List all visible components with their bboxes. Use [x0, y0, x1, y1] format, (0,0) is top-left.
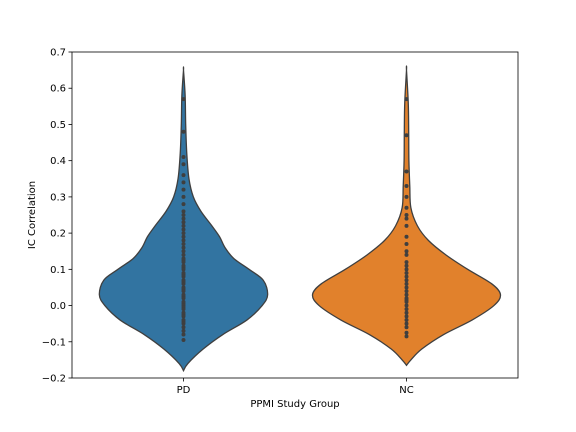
data-point-pd — [181, 187, 186, 192]
data-point-pd — [181, 129, 186, 134]
data-point-pd — [181, 328, 186, 333]
data-point-pd — [181, 227, 186, 232]
x-tick-label-nc: NC — [399, 385, 413, 396]
data-point-pd — [181, 292, 186, 297]
data-point-nc — [404, 334, 409, 339]
plot-area — [98, 65, 502, 373]
y-tick-label: 0.0 — [50, 301, 66, 312]
data-point-nc — [404, 205, 409, 210]
data-point-pd — [181, 234, 186, 239]
y-tick-label: −0.1 — [42, 337, 66, 348]
data-point-nc — [404, 321, 409, 326]
data-point-pd — [181, 245, 186, 250]
data-point-pd — [181, 310, 186, 315]
y-tick-label: 0.6 — [50, 84, 66, 95]
data-point-pd — [181, 249, 186, 254]
y-tick-label: 0.3 — [50, 192, 66, 203]
y-axis-title: IC Correlation — [27, 181, 38, 249]
y-tick-label: 0.1 — [50, 265, 66, 276]
data-point-nc — [404, 292, 409, 297]
data-point-pd — [181, 256, 186, 261]
data-point-pd — [181, 241, 186, 246]
data-point-nc — [404, 252, 409, 257]
data-point-nc — [404, 296, 409, 301]
data-point-nc — [404, 289, 409, 294]
data-point-nc — [404, 318, 409, 323]
data-point-pd — [181, 285, 186, 290]
data-point-nc — [404, 330, 409, 335]
data-point-pd — [181, 180, 186, 185]
data-point-pd — [181, 318, 186, 323]
data-point-nc — [404, 194, 409, 199]
axes: −0.2 −0.1 0.0 0.1 0.2 0.3 0.4 0.5 0.6 0.7 PD NC — [42, 48, 519, 396]
data-point-nc — [404, 267, 409, 272]
data-point-nc — [404, 325, 409, 330]
plot-frame — [71, 51, 519, 379]
y-tick-label: 0.7 — [50, 48, 66, 59]
data-point-nc — [404, 169, 409, 174]
data-point-nc — [404, 133, 409, 138]
data-point-nc — [404, 234, 409, 239]
data-point-nc — [404, 249, 409, 254]
data-point-pd — [181, 173, 186, 178]
data-point-pd — [181, 220, 186, 225]
data-point-nc — [404, 213, 409, 217]
data-point-nc — [404, 303, 409, 308]
data-point-pd — [181, 97, 186, 102]
data-point-pd — [181, 299, 186, 304]
data-point-pd — [181, 223, 186, 228]
y-tick-label: 0.5 — [50, 120, 66, 131]
data-point-nc — [404, 263, 409, 268]
x-axis-title: PPMI Study Group — [250, 399, 339, 410]
data-point-nc — [404, 260, 409, 265]
y-tick-label: 0.4 — [50, 156, 66, 167]
data-point-pd — [181, 202, 186, 207]
data-point-pd — [181, 337, 186, 342]
data-point-pd — [181, 155, 186, 160]
data-point-pd — [181, 263, 186, 268]
data-point-pd — [181, 252, 186, 257]
data-point-pd — [181, 325, 186, 330]
data-point-pd — [181, 278, 186, 283]
data-point-nc — [404, 310, 409, 315]
data-point-pd — [181, 332, 186, 337]
data-point-nc — [404, 216, 409, 221]
data-point-nc — [404, 274, 409, 279]
data-point-pd — [181, 231, 186, 236]
y-tick-label: 0.2 — [50, 229, 66, 240]
data-point-nc — [404, 223, 409, 228]
data-point-pd — [181, 213, 186, 217]
data-point-nc — [404, 281, 409, 286]
data-point-nc — [404, 184, 409, 189]
data-point-pd — [181, 194, 186, 199]
data-point-nc — [404, 285, 409, 290]
data-point-pd — [181, 209, 186, 214]
data-point-pd — [181, 162, 186, 167]
y-tick-label: −0.2 — [42, 374, 66, 385]
data-point-nc — [404, 97, 409, 102]
data-point-nc — [404, 307, 409, 312]
data-point-nc — [404, 314, 409, 319]
data-point-pd — [181, 270, 186, 275]
data-point-nc — [404, 241, 409, 246]
x-tick-label-pd: PD — [177, 385, 191, 396]
data-point-nc — [404, 278, 409, 283]
data-point-pd — [181, 238, 186, 243]
data-point-pd — [181, 216, 186, 221]
data-point-nc — [404, 270, 409, 275]
